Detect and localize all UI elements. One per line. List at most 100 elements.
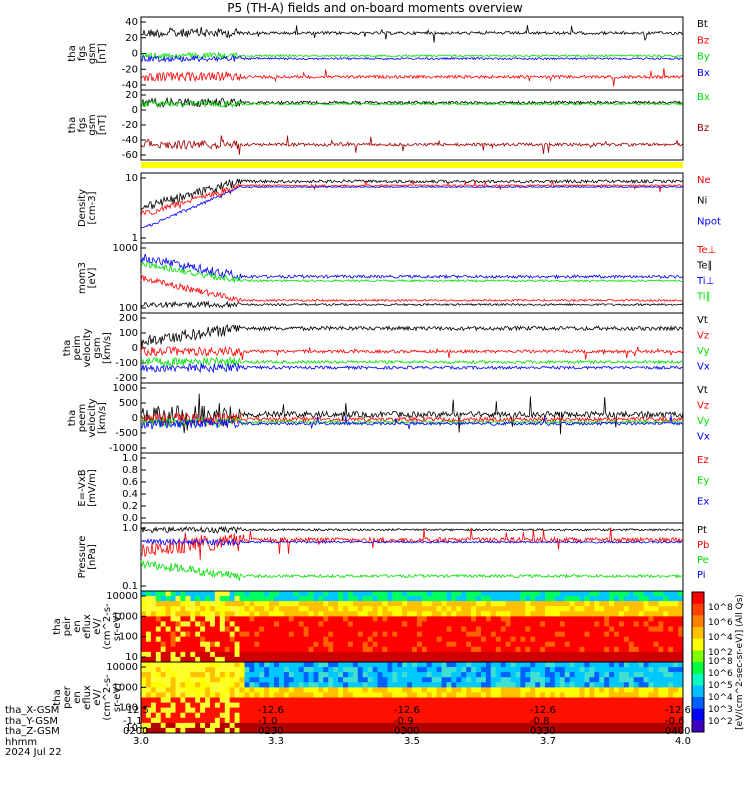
- y-tick-label: -20: [122, 120, 138, 131]
- panel-frame: [140, 16, 684, 91]
- panel-3: 10 1 Density [cm-3] Ne Ni Npot: [77, 172, 721, 244]
- legend-entry: By: [697, 52, 710, 63]
- y-tick-label: 0: [132, 343, 138, 354]
- y-tick-label: 1000: [113, 243, 138, 254]
- footer-value: 0330: [530, 726, 556, 738]
- legend-entry: Bt: [697, 19, 708, 30]
- legend-entry: Vz: [697, 331, 709, 342]
- legend-entry: Ez: [697, 455, 709, 466]
- footer-value: -12.6: [394, 705, 420, 716]
- y-tick-label: 100: [119, 303, 138, 314]
- y-axis-label: fgs: [77, 46, 88, 61]
- footer-row-label: tha_X-GSM: [5, 705, 60, 716]
- footer-row-label: hhmm: [5, 736, 38, 748]
- x-tick-label: 3.7: [540, 736, 556, 747]
- x-tick-label: 4.0: [675, 736, 691, 747]
- series-line: [140, 416, 684, 428]
- panel-6: 1000 500 0 -500 -1000 tha peem velocity [km/s] Vt…: [67, 382, 710, 454]
- y-tick-label: 10: [125, 173, 138, 184]
- colorbar-segment: [692, 603, 704, 616]
- legend-entry: Te⊥: [696, 245, 716, 256]
- y-tick-label: 10000: [106, 591, 138, 602]
- y-axis-label: sr-eV): [112, 612, 123, 641]
- y-tick-label: 0: [132, 413, 138, 424]
- colorbar-label: [eV/(cm^2-sec-sr-eV)] (All Qs): [735, 594, 745, 730]
- series-line: [140, 345, 684, 361]
- x-tick-label: 3.3: [268, 736, 284, 747]
- legend-entry: Ni: [697, 196, 707, 207]
- y-axis-label: eflux: [82, 614, 93, 639]
- y-tick-label: 200: [119, 313, 138, 324]
- y-axis-label: eV/: [92, 618, 103, 635]
- y-tick-label: 40: [125, 17, 138, 28]
- footer-value: -12.6: [530, 705, 556, 716]
- y-tick-label: 1000: [113, 383, 138, 394]
- panel-frame: [140, 522, 684, 592]
- legend-entry: Vx: [697, 432, 710, 443]
- y-tick-label: 0: [132, 105, 138, 116]
- y-tick-label: 1000: [113, 682, 138, 693]
- y-axis-label: Pressure: [77, 536, 88, 579]
- footer-value: -0.6: [665, 715, 685, 727]
- series-line: [140, 99, 684, 109]
- colorbar-tick: 10^6: [708, 669, 733, 679]
- series-line: [140, 261, 684, 283]
- series-line: [140, 24, 684, 43]
- y-axis-label: tha: [67, 410, 78, 426]
- y-tick-label: 1.0: [122, 453, 138, 464]
- footer-value: -0.8: [530, 715, 550, 727]
- y-axis-label: gsm: [87, 114, 98, 135]
- y-axis-label: en: [72, 691, 83, 704]
- footer-value: -12.6: [665, 705, 691, 716]
- y-tick-label: 20: [125, 33, 138, 44]
- y-tick-label: 100: [119, 703, 138, 714]
- y-tick-label: -200: [115, 373, 138, 384]
- y-tick-label: 0.0: [122, 513, 138, 524]
- series-line: [140, 67, 684, 87]
- series-line: [140, 178, 684, 210]
- y-axis-label: sr-eV): [112, 683, 123, 712]
- y-tick-label: -1000: [109, 443, 138, 454]
- y-axis-label: velocity: [82, 328, 93, 367]
- y-axis-label: [cm-3]: [87, 191, 98, 224]
- figure-title: P5 (TH-A) fields and on-board moments ov…: [227, 1, 523, 15]
- footer-row: tha_Y-GSM -1.1 -1.0 -0.9 -0.8 -0.6: [5, 716, 685, 728]
- footer-value: 0230: [258, 726, 284, 738]
- panel-5: 200 100 0 -100 -200 tha peim velocity gsm [km/s] V…: [62, 312, 710, 384]
- y-tick-label: 100: [119, 328, 138, 339]
- legend-entry: Vy: [697, 416, 710, 427]
- colorbar-segment: [692, 697, 704, 710]
- y-tick-label: 0.2: [122, 501, 138, 512]
- footer-date: 2024 Jul 22: [5, 747, 62, 759]
- series-line: [140, 537, 684, 547]
- y-axis-label: peir: [62, 616, 73, 636]
- y-tick-label: 10: [125, 723, 138, 734]
- y-axis-label: [km/s]: [97, 402, 108, 434]
- legend-entry: Bx: [697, 92, 710, 103]
- panel-1: 40 20 0 -20 -40 tha fgs gsm [nT] Bt Bz By Bx: [67, 16, 710, 91]
- series-line: [140, 274, 684, 304]
- legend-entry: Ti⊥: [696, 276, 714, 287]
- series-line: [140, 356, 684, 368]
- footer-value: -1.1: [123, 715, 143, 727]
- series-line: [140, 527, 684, 561]
- legend-entry: Te∥: [696, 261, 713, 272]
- y-tick-label: -500: [115, 428, 138, 439]
- legend-entry: Ti∥: [696, 292, 711, 303]
- legend-entry: Bz: [697, 123, 709, 134]
- series-line: [140, 363, 684, 374]
- footer-row: tha_X-GSM -12.5 -12.6 -12.6 -12.6 -12.6: [5, 705, 691, 717]
- y-axis-label: gsm: [92, 337, 103, 358]
- y-axis-label: eflux: [82, 685, 93, 710]
- panel-10: 10000 1000 100 10 tha peer en eflux eV/(cm^2-s-s…: [52, 661, 684, 734]
- y-tick-label: -40: [122, 135, 138, 146]
- legend-entry: Vt: [697, 315, 708, 326]
- footer-value: 0200: [123, 726, 149, 738]
- series-line: [140, 96, 684, 109]
- series-line: [140, 180, 684, 218]
- y-tick-label: -60: [122, 150, 138, 161]
- y-axis-label: mom3: [77, 262, 88, 294]
- y-tick-label: -40: [122, 80, 138, 91]
- legend-entry: Pt: [697, 525, 707, 536]
